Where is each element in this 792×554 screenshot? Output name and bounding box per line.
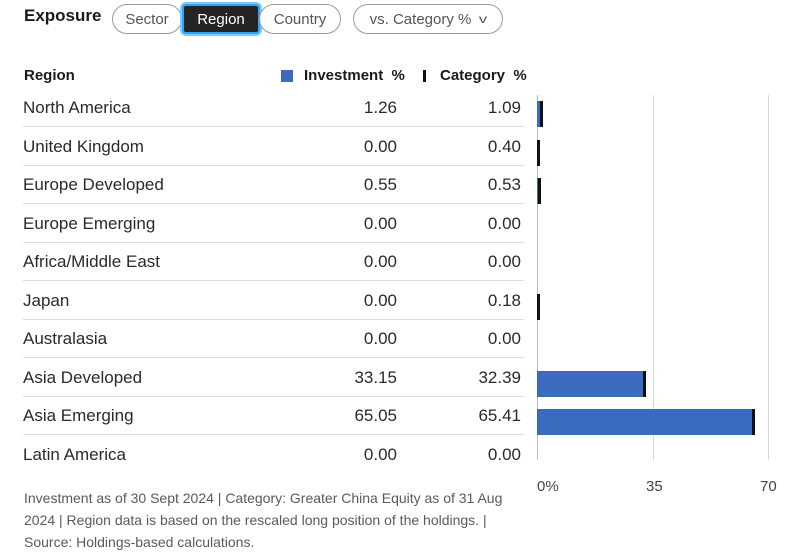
chart-tick-label: 0% xyxy=(537,478,559,495)
chart-gridline-35 xyxy=(653,95,654,460)
investment-value: 0.55 xyxy=(363,175,397,194)
region-name: North America xyxy=(23,98,131,117)
investment-value: 33.15 xyxy=(354,368,397,387)
category-value: 0.00 xyxy=(487,329,521,348)
table-row: North America 1.26 1.09 xyxy=(23,89,524,127)
investment-value: 0.00 xyxy=(363,214,397,233)
chart-gridline-70 xyxy=(768,95,769,460)
category-value: 0.00 xyxy=(487,214,521,233)
table-row: Latin America 0.00 0.00 xyxy=(23,436,524,474)
region-name: Australasia xyxy=(23,329,108,348)
table-row: Africa/Middle East 0.00 0.00 xyxy=(23,243,524,281)
exposure-bar-chart xyxy=(537,95,769,460)
category-value: 65.41 xyxy=(478,406,521,425)
chart-axis-zero xyxy=(537,95,538,460)
region-name: Japan xyxy=(23,291,70,310)
investment-legend-swatch xyxy=(281,69,293,82)
table-row: Australasia 0.00 0.00 xyxy=(23,320,524,358)
column-header-region: Region xyxy=(24,67,75,84)
table-row: Asia Emerging 65.05 65.41 xyxy=(23,397,524,435)
chevron-down-icon: v xyxy=(479,12,488,26)
column-header-category: Category % xyxy=(423,67,527,84)
chart-tick-label: 70 xyxy=(760,478,777,495)
category-marker xyxy=(751,409,755,435)
table-row: Europe Emerging 0.00 0.00 xyxy=(23,205,524,243)
section-title: Exposure xyxy=(24,6,102,25)
region-name: Europe Developed xyxy=(23,175,164,194)
category-header-label: Category % xyxy=(440,67,527,84)
region-name: Latin America xyxy=(23,445,126,464)
investment-bar xyxy=(537,409,752,435)
region-name: Asia Emerging xyxy=(23,406,134,425)
table-row: United Kingdom 0.00 0.40 xyxy=(23,128,524,166)
investment-bar xyxy=(537,101,542,127)
investment-value: 0.00 xyxy=(363,252,397,271)
category-value: 0.00 xyxy=(487,445,521,464)
table-row: Japan 0.00 0.18 xyxy=(23,282,524,320)
column-header-investment: Investment % xyxy=(281,67,405,84)
category-value: 0.00 xyxy=(487,252,521,271)
region-name: Asia Developed xyxy=(23,368,143,387)
category-marker xyxy=(537,294,540,320)
table-row: Europe Developed 0.55 0.53 xyxy=(23,166,524,204)
footnote: Investment as of 30 Sept 2024 | Category… xyxy=(24,490,503,550)
compare-dropdown[interactable]: vs. Category % v xyxy=(353,4,503,34)
category-marker xyxy=(539,101,543,127)
investment-value: 0.00 xyxy=(363,137,397,156)
investment-header-label: Investment % xyxy=(304,67,405,84)
region-name: Africa/Middle East xyxy=(23,252,160,271)
category-value: 0.53 xyxy=(487,175,521,194)
category-marker xyxy=(537,140,541,166)
category-value: 0.18 xyxy=(487,291,521,310)
investment-value: 0.00 xyxy=(363,445,397,464)
tab-sector[interactable]: Sector xyxy=(112,4,182,34)
tab-region[interactable]: Region xyxy=(182,4,260,34)
category-marker xyxy=(537,178,541,204)
tab-country[interactable]: Country xyxy=(259,4,341,34)
chart-tick-label: 35 xyxy=(646,478,663,495)
investment-value: 0.00 xyxy=(363,291,397,310)
region-name: Europe Emerging xyxy=(23,214,156,233)
investment-value: 65.05 xyxy=(354,406,397,425)
category-value: 0.40 xyxy=(487,137,521,156)
table-row: Asia Developed 33.15 32.39 xyxy=(23,359,524,397)
category-value: 32.39 xyxy=(478,368,521,387)
category-marker xyxy=(642,371,646,397)
category-legend-marker xyxy=(423,69,426,82)
investment-bar xyxy=(537,371,647,397)
investment-value: 0.00 xyxy=(363,329,397,348)
region-name: United Kingdom xyxy=(23,137,144,156)
compare-dropdown-label: vs. Category % xyxy=(369,10,472,28)
category-value: 1.09 xyxy=(487,98,521,117)
investment-value: 1.26 xyxy=(363,98,397,117)
